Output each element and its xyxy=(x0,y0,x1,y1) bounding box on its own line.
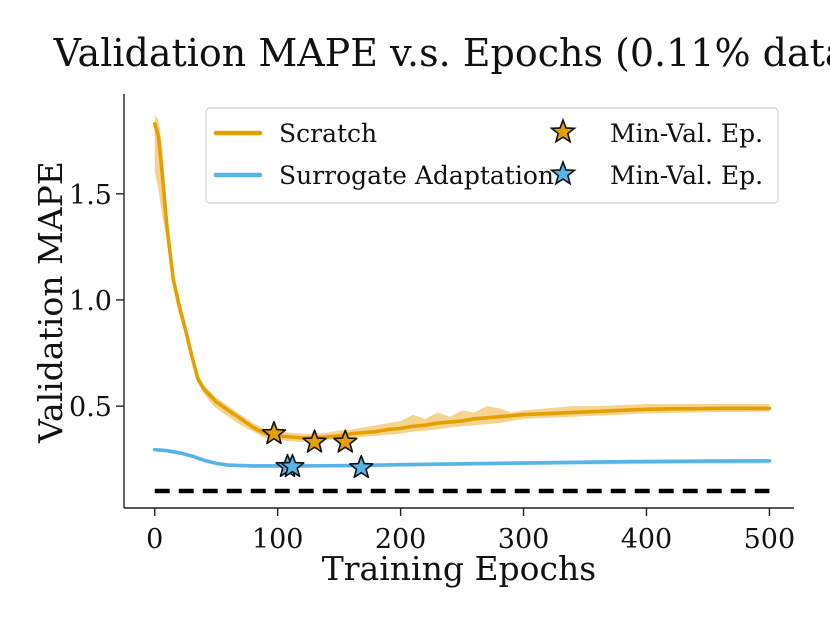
y-tick-label: 0.5 xyxy=(69,392,112,423)
surrogate-min-val-star xyxy=(280,453,305,478)
legend-scratch-label: Scratch xyxy=(279,119,377,148)
x-tick-label: 0 xyxy=(146,524,163,555)
legend-surrogate-min-star xyxy=(549,159,577,186)
scratch-min-val-star xyxy=(261,420,287,445)
legend-scratch-min-star xyxy=(549,117,577,144)
chart-title: Validation MAPE v.s. Epochs (0.11% data) xyxy=(53,31,830,75)
x-tick-label: 200 xyxy=(375,524,427,555)
y-axis-ticks: 0.5 1.0 1.5 xyxy=(69,180,124,423)
legend: Scratch Surrogate Adaptation Min-Val. Ep… xyxy=(205,107,779,204)
x-tick-label: 400 xyxy=(621,524,673,555)
x-axis-label: Training Epochs xyxy=(322,549,596,588)
legend-surrogate-min-label: Min-Val. Ep. xyxy=(610,161,763,190)
scratch-line xyxy=(152,121,772,440)
x-axis-ticks: 0 100 200 300 400 500 xyxy=(146,508,795,555)
scratch-min-val-star xyxy=(333,429,358,453)
legend-frame xyxy=(205,107,779,204)
plot-area xyxy=(152,115,772,494)
x-tick-label: 100 xyxy=(252,524,304,555)
y-axis-label: Validation MAPE xyxy=(31,161,70,444)
y-tick-label: 1.0 xyxy=(69,286,112,317)
legend-scratch-min-label: Min-Val. Ep. xyxy=(610,119,763,148)
scratch-min-val-star xyxy=(302,429,327,453)
y-tick-label: 1.5 xyxy=(69,180,112,211)
x-tick-label: 500 xyxy=(744,524,796,555)
x-tick-label: 300 xyxy=(498,524,550,555)
surrogate-min-val-star xyxy=(349,454,374,479)
legend-surrogate-label: Surrogate Adaptation xyxy=(279,161,554,190)
